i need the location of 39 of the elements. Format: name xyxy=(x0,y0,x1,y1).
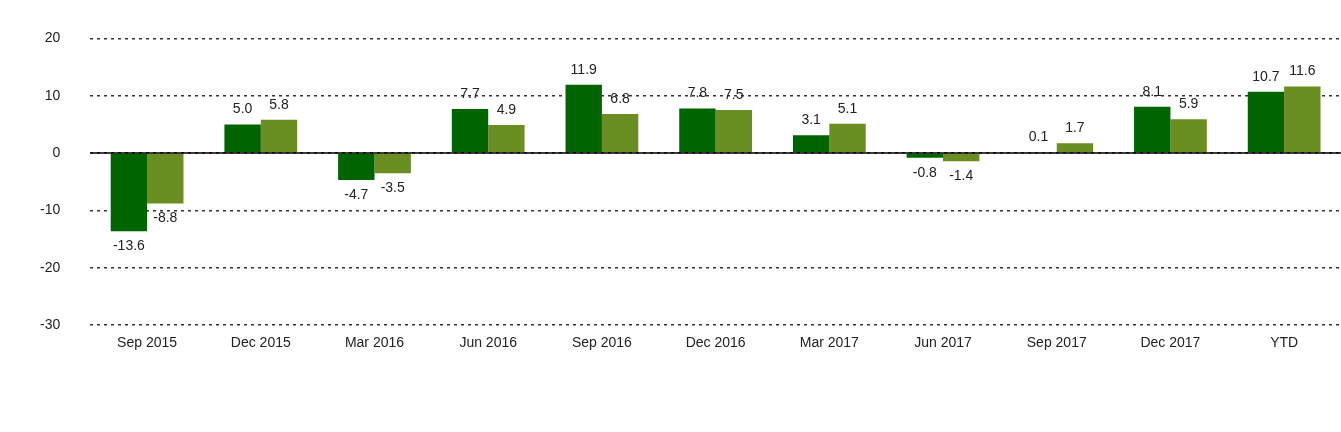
data-label: 5.0 xyxy=(232,100,253,117)
y-tick-label: 10 xyxy=(44,86,61,103)
data-label: 0.1 xyxy=(1028,128,1049,145)
data-label: -1.4 xyxy=(949,167,974,184)
x-tick-label: Sep 2016 xyxy=(571,334,633,351)
data-label: 7.5 xyxy=(724,85,744,102)
y-tick-label: 20 xyxy=(44,29,61,46)
x-tick-label: Sep 2015 xyxy=(117,334,178,351)
data-label: -3.5 xyxy=(380,179,405,196)
x-tick-label: Jun 2016 xyxy=(459,334,518,351)
data-label: 7.8 xyxy=(687,84,708,101)
data-label: 1.7 xyxy=(1065,119,1085,136)
data-label: -0.8 xyxy=(912,163,938,180)
data-label: 3.1 xyxy=(801,111,822,128)
data-label: -8.8 xyxy=(153,209,178,226)
y-tick-label: 0 xyxy=(52,143,61,160)
data-label: 4.9 xyxy=(496,100,517,117)
y-tick-label: -20 xyxy=(40,258,61,275)
data-label: 7.7 xyxy=(460,84,480,101)
data-label: 5.1 xyxy=(837,99,858,116)
x-tick-label: Mar 2016 xyxy=(344,334,405,351)
data-label: 11.9 xyxy=(570,60,598,77)
y-tick-label: -10 xyxy=(40,201,61,218)
x-tick-label: Jun 2017 xyxy=(914,334,973,351)
y-tick-label: -30 xyxy=(40,316,61,333)
data-label: 6.8 xyxy=(610,89,631,106)
x-tick-label: YTD xyxy=(1270,334,1299,351)
data-label: 5.8 xyxy=(269,95,289,112)
x-tick-label: Sep 2017 xyxy=(1026,334,1087,351)
x-tick-label: Dec 2017 xyxy=(1140,334,1201,351)
data-label: 8.1 xyxy=(1142,82,1163,99)
data-label: -13.6 xyxy=(112,236,146,253)
data-label: 11.6 xyxy=(1289,62,1316,79)
x-tick-label: Mar 2017 xyxy=(799,334,860,351)
data-label: 5.9 xyxy=(1178,95,1199,112)
data-label: 10.7 xyxy=(1252,67,1280,84)
x-tick-label: Dec 2015 xyxy=(230,334,291,351)
x-tick-label: Dec 2016 xyxy=(685,334,746,351)
data-label: -4.7 xyxy=(344,185,369,202)
